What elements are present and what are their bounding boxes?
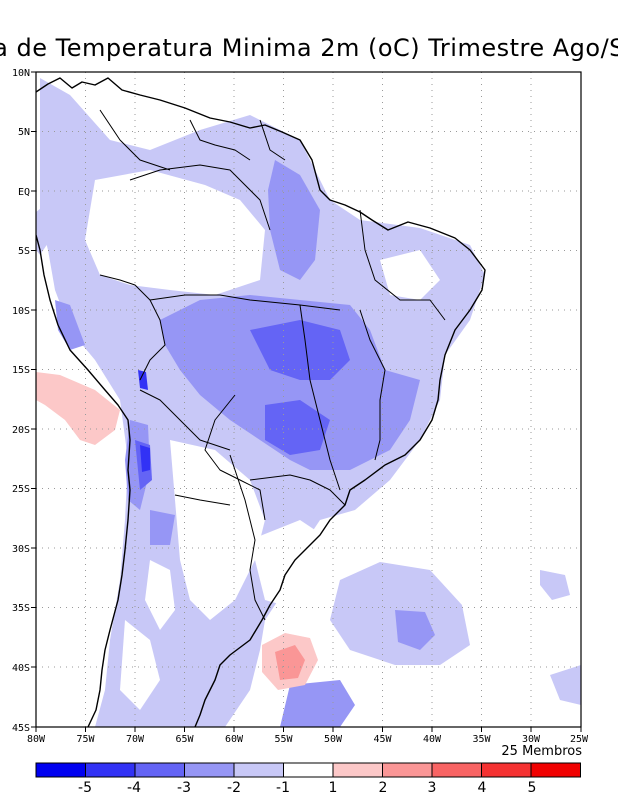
legend-label: 1 <box>329 780 338 796</box>
lat-label: 40S <box>12 663 30 674</box>
anomaly-band-plus1 <box>36 372 120 445</box>
anomaly-band-minus4 <box>138 370 148 390</box>
legend-swatch <box>85 762 136 778</box>
lon-label: 40W <box>423 734 442 745</box>
lat-label: 10N <box>12 68 30 79</box>
legend-swatch <box>530 762 581 778</box>
anomaly-shading <box>36 78 581 727</box>
legend-swatch <box>481 762 532 778</box>
lat-label: 35S <box>12 603 30 614</box>
lon-label: 60W <box>225 734 244 745</box>
legend-swatch <box>332 762 383 778</box>
continent-coastline <box>36 77 486 727</box>
lat-label: 10S <box>12 306 30 317</box>
coastlines-borders <box>36 77 486 727</box>
lon-label: 80W <box>27 734 46 745</box>
legend-swatch <box>184 762 235 778</box>
lon-label: 30W <box>522 734 541 745</box>
legend-label: -3 <box>177 780 191 796</box>
lat-label: 15S <box>12 365 30 376</box>
legend-swatch <box>35 762 86 778</box>
legend-swatch <box>233 762 284 778</box>
lon-label: 75W <box>76 734 95 745</box>
anomaly-band-minus2 <box>160 295 420 470</box>
lon-label: 70W <box>126 734 145 745</box>
anomaly-band-minus3 <box>250 320 350 380</box>
lon-label: 25W <box>570 734 589 745</box>
members-label: 25 Membros <box>501 744 582 759</box>
legend-swatch <box>382 762 433 778</box>
legend-swatch <box>283 762 334 778</box>
grid-lines <box>36 72 581 727</box>
lon-label: 55W <box>274 734 293 745</box>
legend-label: -5 <box>78 780 92 796</box>
legend-swatch <box>134 762 185 778</box>
legend-label: 3 <box>428 780 437 796</box>
map-title-text: ia de Temperatura Minima 2m (oC) Trimest… <box>0 34 618 62</box>
country-borders <box>99 109 446 621</box>
lat-label: 5S <box>18 246 30 257</box>
legend-label: -1 <box>276 780 290 796</box>
lon-label: 65W <box>175 734 194 745</box>
legend-boxes <box>35 762 581 778</box>
legend-swatch <box>431 762 482 778</box>
map-title: ia de Temperatura Minima 2m (oC) Trimest… <box>0 34 618 68</box>
tick-marks <box>31 71 582 732</box>
lat-label: 45S <box>12 723 30 734</box>
lat-label: 20S <box>12 425 30 436</box>
anomaly-band-plus2 <box>275 645 305 680</box>
color-legend: -5 -4 -3 -2 -1 1 2 3 4 5 <box>35 762 581 796</box>
legend-labels: -5 -4 -3 -2 -1 1 2 3 4 5 <box>78 780 536 796</box>
legend-label: -2 <box>227 780 241 796</box>
legend-label: 2 <box>379 780 388 796</box>
longitude-labels: 80W 75W 70W 65W 60W 55W 50W 45W 40W 35W … <box>27 734 589 745</box>
legend-label: 5 <box>528 780 537 796</box>
legend-label: 4 <box>478 780 487 796</box>
map-frame <box>35 71 582 728</box>
lat-label: 5N <box>18 127 30 138</box>
legend-label: -4 <box>127 780 141 796</box>
lat-label: 25S <box>12 484 30 495</box>
lon-label: 35W <box>472 734 491 745</box>
lon-label: 45W <box>373 734 392 745</box>
lat-label: 30S <box>12 544 30 555</box>
lon-label: 50W <box>324 734 343 745</box>
lat-label: EQ <box>18 187 30 198</box>
latitude-labels: 10N 5N EQ 5S 10S 15S 20S 25S 30S 35S 40S… <box>12 68 30 734</box>
